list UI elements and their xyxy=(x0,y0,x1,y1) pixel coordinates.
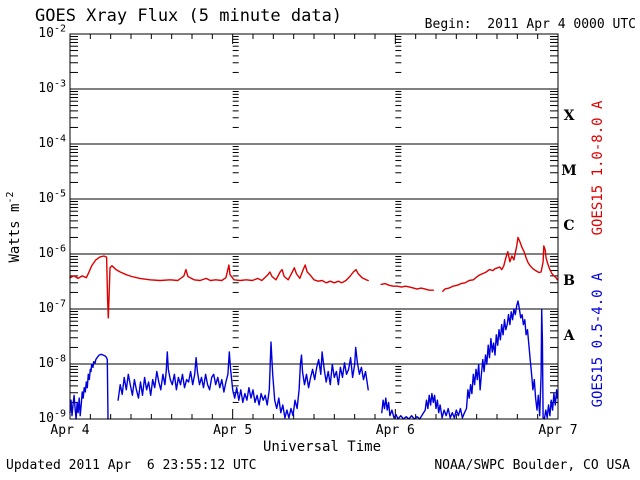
source-attribution: NOAA/SWPC Boulder, CO USA xyxy=(434,458,630,473)
y-axis-title: Watts m-2 xyxy=(5,191,23,262)
y-tick-label: 10-2 xyxy=(38,23,66,41)
flare-class-letter: M xyxy=(561,162,577,179)
flare-class-letter: X xyxy=(563,107,575,124)
series-label-long-channel: GOES15 1.0-8.0 A xyxy=(590,100,606,236)
flare-class-letter: B xyxy=(563,272,575,289)
short-channel-curve xyxy=(117,341,369,419)
y-tick-label: 10-4 xyxy=(38,133,66,151)
flare-class-letter: A xyxy=(563,327,575,344)
updated-timestamp: Updated 2011 Apr 6 23:55:12 UTC xyxy=(6,458,257,473)
y-tick-label: 10-6 xyxy=(38,243,66,261)
y-tick-label: 10-8 xyxy=(38,353,66,371)
y-tick-label: 10-5 xyxy=(38,188,66,206)
x-axis-title: Universal Time xyxy=(262,439,382,455)
begin-timestamp: Begin: 2011 Apr 4 0000 UTC xyxy=(424,17,636,32)
long-channel-curve xyxy=(380,282,434,291)
long-channel-curve xyxy=(69,255,369,319)
flare-class-letter: C xyxy=(563,217,575,234)
series-label-short-channel: GOES15 0.5-4.0 A xyxy=(590,272,606,408)
y-axis-title-exponent: -2 xyxy=(5,191,17,204)
y-tick-label: 10-3 xyxy=(38,78,66,96)
y-tick-label: 10-9 xyxy=(38,408,66,426)
short-channel-curve xyxy=(69,353,109,420)
x-tick-label: Apr 4 xyxy=(50,423,90,438)
long-channel-curve xyxy=(442,236,558,292)
plot-frame xyxy=(69,33,559,420)
x-tick-label: Apr 6 xyxy=(375,423,415,438)
x-tick-label: Apr 5 xyxy=(213,423,253,438)
chart-title: GOES Xray Flux (5 minute data) xyxy=(35,6,343,26)
y-tick-label: 10-7 xyxy=(38,298,66,316)
short-channel-curve xyxy=(381,300,558,420)
x-tick-label: Apr 7 xyxy=(538,423,578,438)
y-axis-title-base: Watts m xyxy=(6,203,23,263)
